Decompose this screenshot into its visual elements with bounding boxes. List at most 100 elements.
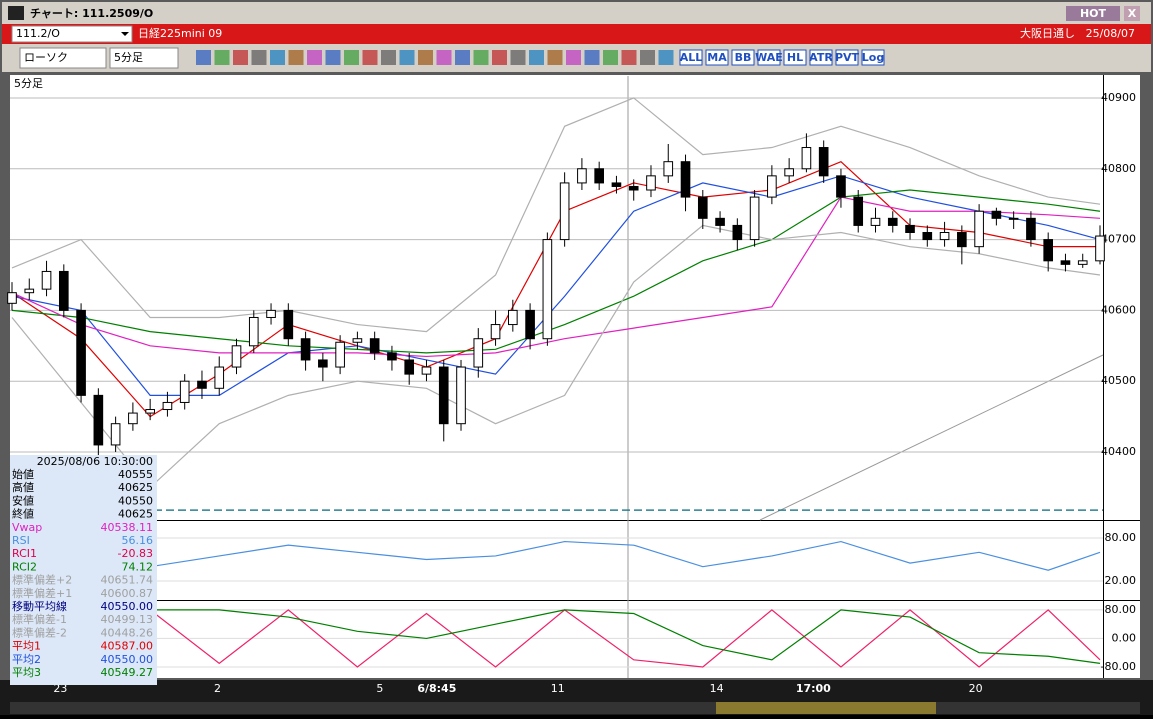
info-value: 40550.00: [101, 600, 154, 613]
scroll-thumb[interactable]: [716, 702, 936, 714]
info-label: 始値: [12, 467, 34, 481]
info-value: 40600.87: [101, 587, 154, 600]
candle-body: [559, 182, 570, 241]
tool-icon[interactable]: [307, 50, 322, 65]
candle-body: [387, 352, 397, 361]
x-tick-label: 2: [214, 682, 221, 695]
scrollbar[interactable]: [10, 702, 1140, 714]
info-label: 高値: [12, 480, 34, 494]
candle-body: [887, 217, 898, 226]
tool-icon[interactable]: [270, 50, 285, 65]
tool-icon[interactable]: [251, 50, 267, 65]
tool-button-label[interactable]: HL: [787, 51, 803, 64]
tool-button-label[interactable]: Log: [862, 51, 884, 64]
tool-icon[interactable]: [510, 50, 526, 65]
y-tick-label: 40500: [1101, 374, 1136, 387]
interval-dropdown[interactable]: [109, 47, 179, 69]
tool-icon[interactable]: [473, 50, 489, 65]
candle-body: [1043, 239, 1054, 262]
candle-body: [939, 231, 950, 241]
tool-icon[interactable]: [529, 50, 544, 65]
tool-icon[interactable]: [603, 50, 618, 65]
hot-button[interactable]: [1066, 6, 1120, 21]
tool-icon[interactable]: [418, 50, 433, 65]
candle-body: [1095, 235, 1105, 262]
info-label: RSI: [12, 534, 30, 547]
candle-body: [801, 147, 812, 170]
tool-button[interactable]: [757, 49, 781, 66]
candle-body: [628, 185, 639, 191]
tool-icon[interactable]: [584, 50, 600, 65]
y-tick-label: 20.00: [1105, 574, 1137, 587]
chart-area: [10, 75, 1140, 678]
tool-icon[interactable]: [325, 50, 341, 65]
tool-icon[interactable]: [362, 50, 378, 65]
chart-type-dropdown[interactable]: [19, 47, 107, 69]
info-label: 平均1: [12, 640, 41, 653]
tool-icon[interactable]: [658, 50, 674, 65]
window-title: チャート: 111.2509/O: [30, 7, 153, 20]
close-label[interactable]: X: [1128, 7, 1137, 20]
candle-body: [646, 175, 656, 191]
candle-body: [421, 366, 432, 375]
tool-button-label[interactable]: PVT: [835, 51, 860, 64]
y-tick-label: 40600: [1101, 303, 1136, 316]
hot-label[interactable]: HOT: [1080, 7, 1107, 20]
candle-body: [905, 224, 915, 233]
tool-icon[interactable]: [233, 50, 248, 65]
y-tick-label: 40400: [1101, 445, 1136, 458]
y-tick-label: 0.00: [1112, 631, 1137, 644]
info-value: 40587.00: [101, 640, 154, 653]
info-label: RCI2: [12, 560, 37, 573]
candle-body: [128, 412, 138, 425]
tool-icon[interactable]: [436, 50, 452, 65]
tool-icon[interactable]: [214, 50, 230, 65]
instrument-name: 日経225mini 09: [138, 27, 222, 40]
y-tick-label: 40700: [1101, 233, 1136, 246]
tool-icon[interactable]: [344, 50, 359, 65]
tool-icon[interactable]: [566, 50, 581, 65]
interval[interactable]: 5分足: [114, 51, 143, 64]
tool-button[interactable]: [705, 49, 729, 66]
tool-icon[interactable]: [455, 50, 470, 65]
tool-icon[interactable]: [492, 50, 507, 65]
candle-body: [248, 316, 259, 347]
tool-icon[interactable]: [196, 50, 211, 65]
info-value: 40550.00: [101, 653, 154, 666]
tool-icon[interactable]: [399, 50, 415, 65]
tool-button[interactable]: [731, 49, 755, 66]
tool-button[interactable]: [783, 49, 807, 66]
app-icon: [8, 6, 24, 20]
x-tick-label: 20: [969, 682, 983, 695]
tool-button-label[interactable]: WAE: [755, 51, 783, 64]
symbol-dropdown[interactable]: [11, 25, 133, 43]
info-value: 40625: [118, 508, 153, 521]
info-value: 40651.74: [101, 574, 154, 587]
tool-button[interactable]: [679, 49, 703, 66]
tool-icon[interactable]: [381, 50, 396, 65]
chart-type[interactable]: ローソク: [24, 51, 68, 64]
candle-body: [818, 147, 829, 177]
symbol[interactable]: 111.2/O: [16, 27, 60, 40]
tool-button[interactable]: [861, 49, 885, 66]
tool-button-label[interactable]: BB: [735, 51, 752, 64]
candle-body: [732, 224, 743, 241]
candle-body: [41, 270, 52, 290]
candle-body: [767, 175, 777, 198]
candle-body: [525, 309, 535, 340]
y-tick-label: 80.00: [1105, 603, 1137, 616]
tool-button-label[interactable]: MA: [707, 51, 727, 64]
close-button[interactable]: [1124, 6, 1140, 21]
tool-icon[interactable]: [621, 50, 637, 65]
tool-icon[interactable]: [640, 50, 655, 65]
tool-icon[interactable]: [288, 50, 304, 65]
x-tick-label: 17:00: [796, 682, 831, 695]
candle-body: [283, 309, 294, 340]
info-label: 移動平均線: [12, 599, 67, 613]
tool-button-label[interactable]: ATR: [809, 51, 833, 64]
tool-button[interactable]: [809, 49, 833, 66]
tool-button[interactable]: [835, 49, 859, 66]
tool-icon[interactable]: [547, 50, 563, 65]
tool-button-label[interactable]: ALL: [680, 51, 703, 64]
